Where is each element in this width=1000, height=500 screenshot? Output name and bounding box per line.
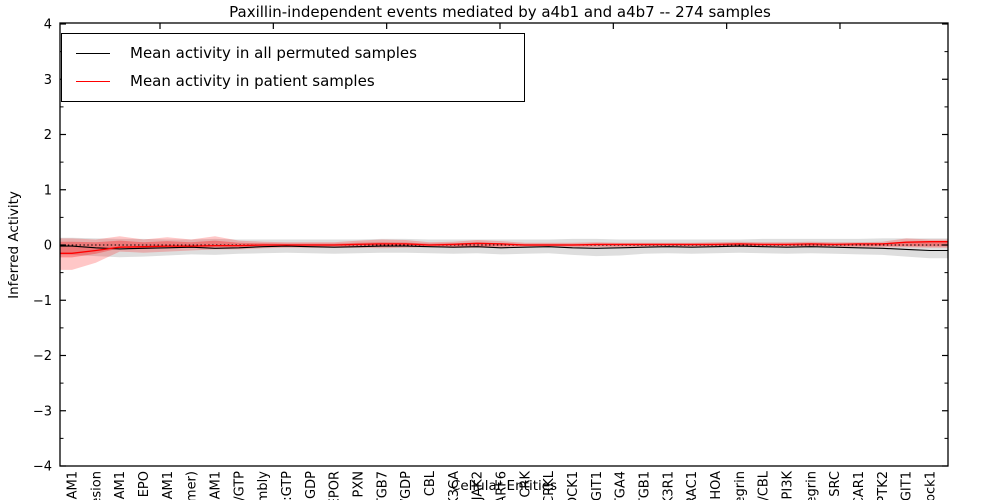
x-tick-label: alpha4/beta7 Integrin <box>733 471 748 500</box>
x-tick-label: lamellipodium assembly <box>256 471 271 500</box>
x-tick-label: ITGB7 <box>375 471 390 500</box>
x-tick-label: SRC <box>828 471 843 497</box>
x-tick-label: PIK3CA <box>447 471 462 500</box>
x-tick-label: alpha4/beta1 Integrin <box>804 471 819 500</box>
patient-mean-line <box>60 241 948 254</box>
x-tick-label: RAC1 <box>685 471 700 500</box>
legend-label-patient: Mean activity in patient samples <box>130 72 375 90</box>
x-tick-label: CRKL <box>542 470 557 500</box>
x-tick-label: ARF6 <box>495 471 510 500</box>
x-tick-label: DOCK1 <box>566 471 581 500</box>
legend-item-permuted: Mean activity in all permuted samples <box>62 39 524 67</box>
x-tick-label: VCAM1 <box>209 471 224 500</box>
x-tick-label: PXN <box>352 471 367 497</box>
legend-label-permuted: Mean activity in all permuted samples <box>130 44 417 62</box>
x-tick-label: Rac1/GTP <box>232 471 247 500</box>
y-tick-label: 4 <box>44 18 52 33</box>
chart-title: Paxillin-independent events mediated by … <box>229 3 771 21</box>
x-tick-label: JAK2 <box>471 471 486 500</box>
y-tick-label: 1 <box>44 183 52 198</box>
y-tick-label: 0 <box>44 239 52 254</box>
x-tick-label: ITGB1 <box>638 471 653 500</box>
x-tick-label: MADCAM1 <box>66 471 81 500</box>
x-tick-label: EPO/EPOR (dimer) <box>185 471 200 500</box>
y-tick-label: −3 <box>33 404 52 419</box>
x-tick-label: EPOR <box>328 471 343 500</box>
x-tick-label: PTK2 <box>876 471 891 500</box>
x-tick-label: alpha4/beta1 Integrin/VCAM1 <box>161 471 176 500</box>
x-tick-label: mol:GDP <box>304 471 319 500</box>
x-tick-label: alpha4/beta1 Integrin/Paxillin/GIT1 <box>900 471 915 500</box>
permuted-mean-line <box>60 245 948 252</box>
patient-line-swatch <box>76 80 110 82</box>
legend-item-patient: Mean activity in patient samples <box>62 67 524 95</box>
x-tick-label: CRKL/CBL <box>757 470 772 500</box>
x-tick-label: PIK3R1 <box>661 471 676 500</box>
x-tick-label: EPO <box>137 471 152 497</box>
x-tick-label: CRK <box>518 471 533 498</box>
x-tick-label: RHOA <box>709 471 724 500</box>
y-tick-label: −2 <box>33 349 52 364</box>
legend-box: Mean activity in all permuted samples Me… <box>61 33 525 102</box>
x-tick-label: BCAR1 <box>852 471 867 500</box>
x-tick-label: mol:GTP <box>280 471 295 500</box>
x-tick-label: GIT1 <box>590 471 605 500</box>
x-tick-label: PI3K <box>781 471 796 500</box>
x-tick-label: p130Cas/Crk/Dock1 <box>924 471 939 500</box>
x-tick-label: ITGA4 <box>614 471 629 500</box>
y-tick-label: −4 <box>33 460 52 475</box>
x-tick-label: Rac1/GDP <box>399 471 414 500</box>
y-tick-label: −1 <box>33 294 52 309</box>
y-tick-label: 2 <box>44 128 52 143</box>
x-axis-label: Cellular Entities <box>450 478 558 494</box>
x-tick-label: cell adhesion <box>89 471 104 500</box>
x-tick-label: CBL <box>423 470 438 496</box>
permuted-line-swatch <box>76 52 110 54</box>
x-tick-label: alpha4/beta7 Integrin/MAdCAM1 <box>113 471 128 500</box>
y-tick-label: 3 <box>44 73 52 88</box>
